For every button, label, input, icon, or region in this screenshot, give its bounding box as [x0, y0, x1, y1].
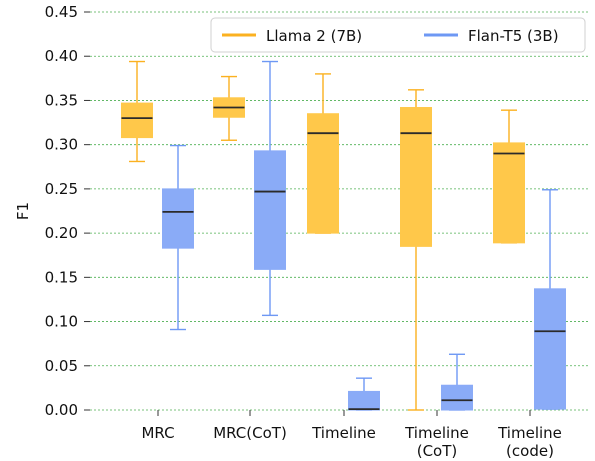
x-tick-label: (code) — [506, 442, 554, 460]
y-tick-label: 0.05 — [45, 357, 78, 375]
box-iqr — [307, 113, 339, 234]
y-tick-label: 0.35 — [45, 91, 78, 109]
box-iqr — [534, 288, 566, 410]
y-tick-label: 0.45 — [45, 3, 78, 21]
box-iqr — [441, 384, 473, 411]
y-tick-label: 0.10 — [45, 313, 78, 331]
x-tick-label: (CoT) — [417, 442, 458, 460]
legend: Llama 2 (7B) Flan-T5 (3B) — [210, 17, 586, 53]
box-iqr — [400, 107, 432, 247]
legend-label-flan: Flan-T5 (3B) — [468, 27, 559, 45]
legend-frame — [210, 17, 586, 53]
box-flan-3 — [348, 377, 380, 411]
x-tick-label: Timeline — [404, 424, 469, 442]
y-tick-label: 0.40 — [45, 47, 78, 65]
box-llama-1 — [121, 60, 153, 163]
box-llama-5 — [493, 109, 525, 244]
box-llama-2 — [213, 75, 245, 141]
x-tick-label: MRC — [141, 424, 174, 442]
x-axis-ticks: MRC MRC(CoT) Timeline Timeline(CoT)Timeline… — [141, 410, 562, 460]
x-tick-label: Timeline — [497, 424, 562, 442]
box-flan-2 — [254, 60, 286, 317]
y-tick-label: 0.15 — [45, 268, 78, 286]
box-iqr — [121, 102, 153, 139]
boxes — [121, 60, 566, 411]
box-llama-3 — [307, 73, 339, 234]
box-flan-1 — [162, 144, 194, 331]
box-flan-5 — [534, 189, 566, 410]
x-tick-label: MRC(CoT) — [213, 424, 287, 442]
box-iqr — [493, 142, 525, 244]
box-iqr — [254, 150, 286, 270]
legend-label-llama: Llama 2 (7B) — [266, 27, 362, 45]
box-flan-4 — [441, 353, 473, 411]
y-axis-ticks: 0.00 0.05 0.10 0.15 0.20 0.25 0.30 0.35 0.40 0.45 — [45, 3, 90, 419]
box-iqr — [162, 188, 194, 249]
y-tick-label: 0.25 — [45, 180, 78, 198]
box-iqr — [348, 390, 380, 411]
y-tick-label: 0.00 — [45, 401, 78, 419]
y-tick-label: 0.30 — [45, 136, 78, 154]
y-axis-label: F1 — [14, 202, 32, 220]
x-tick-label: Timeline — [311, 424, 376, 442]
box-llama-4 — [400, 89, 432, 411]
y-tick-label: 0.20 — [45, 224, 78, 242]
